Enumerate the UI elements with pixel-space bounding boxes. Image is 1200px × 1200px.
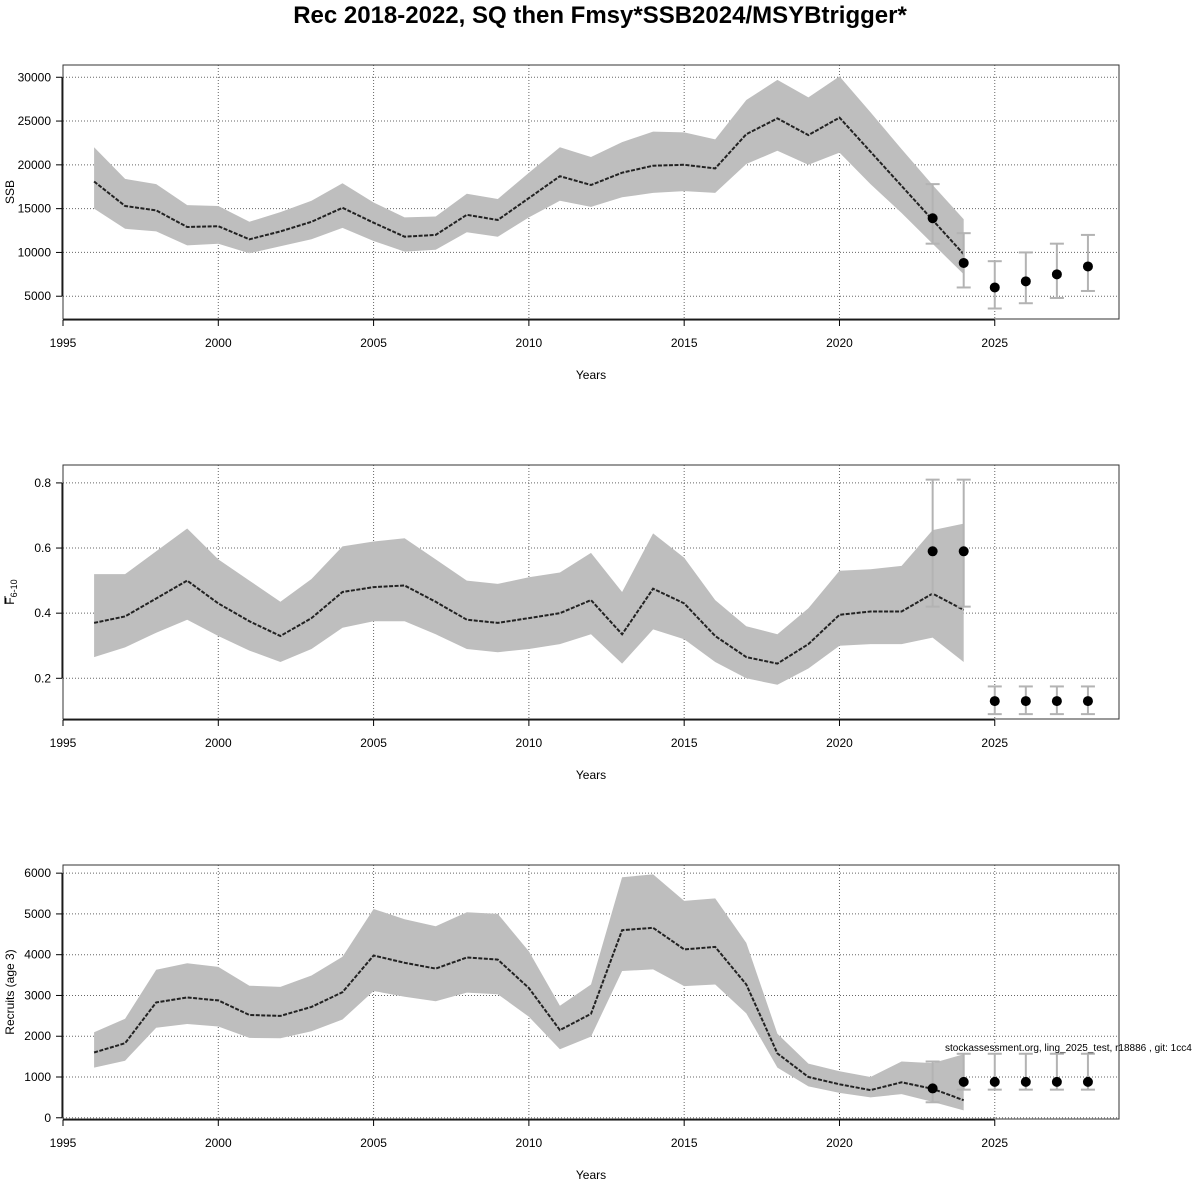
y-tick-label: 3000	[24, 988, 51, 1002]
y-tick-label: 6000	[24, 866, 51, 880]
confidence-band	[94, 76, 964, 275]
x-tick-label: 2020	[826, 1136, 853, 1150]
forecast-point	[927, 1083, 938, 1094]
x-tick-label: 2015	[671, 736, 698, 750]
forecast-point	[958, 1076, 969, 1087]
y-tick-label: 0.4	[34, 606, 51, 620]
plot-frame	[62, 864, 1120, 1120]
confidence-band	[94, 523, 964, 685]
watermark-text: stockassessment.org, ling_2025_test, r18…	[945, 1043, 1192, 1054]
forecast-point	[1082, 696, 1093, 707]
x-tick-label: 2005	[360, 336, 387, 350]
y-tick-label: 0.6	[34, 541, 51, 555]
forecast-point	[1020, 696, 1031, 707]
forecast-point	[989, 696, 1000, 707]
y-tick-label: 1000	[24, 1070, 51, 1084]
plot-frame	[62, 64, 1120, 320]
panel-fbar: 1995 2000 2005 2010 2015 2020 2025 Years 0.2 0.4 0…	[3, 464, 1120, 782]
x-tick-label: 2010	[516, 336, 543, 350]
x-tick-label: 1995	[50, 336, 77, 350]
y-tick-label: 0.2	[34, 671, 51, 685]
y-tick-label: 0	[44, 1111, 51, 1125]
forecast-point	[1020, 276, 1031, 287]
y-axis-label: SSB	[3, 180, 17, 204]
y-tick-label: 30000	[18, 70, 52, 84]
y-tick-label: 0.8	[34, 476, 51, 490]
y-tick-label: 25000	[18, 114, 52, 128]
y-axis-label-main: F	[3, 597, 17, 604]
forecast-point	[958, 257, 969, 268]
x-tick-label: 2005	[360, 736, 387, 750]
x-tick-label: 2015	[671, 336, 698, 350]
forecast-point	[1020, 1076, 1031, 1087]
x-tick-label: 2010	[516, 1136, 543, 1150]
panel-ssb: 1995 2000 2005 2010 2015 2020 2025 Years 5000 100…	[3, 64, 1120, 382]
x-tick-label: 2010	[516, 736, 543, 750]
y-tick-label: 5000	[24, 289, 51, 303]
x-tick-label: 2000	[205, 1136, 232, 1150]
x-tick-label: 2000	[205, 736, 232, 750]
panel-recruits: 1995 2000 2005 2010 2015 2020 2025 Years 0 1000 20…	[3, 864, 1120, 1182]
estimate-line	[93, 116, 965, 255]
x-tick-label: 1995	[50, 1136, 77, 1150]
y-tick-label: 2000	[24, 1029, 51, 1043]
x-tick-label: 2025	[981, 1136, 1008, 1150]
forecast-point	[1051, 1076, 1062, 1087]
x-axis-label: Years	[576, 368, 606, 382]
estimate-line	[93, 926, 965, 1102]
forecast-point	[1082, 261, 1093, 272]
y-tick-label: 20000	[18, 158, 52, 172]
y-tick-label: 5000	[24, 907, 51, 921]
forecast-point	[958, 546, 969, 557]
x-tick-label: 2000	[205, 336, 232, 350]
forecast-point	[927, 546, 938, 557]
y-axis-label: F6-10	[3, 579, 19, 604]
forecast-point	[1051, 269, 1062, 280]
x-tick-label: 1995	[50, 736, 77, 750]
x-tick-label: 2015	[671, 1136, 698, 1150]
x-tick-label: 2025	[981, 736, 1008, 750]
x-tick-label: 2020	[826, 736, 853, 750]
confidence-band	[94, 874, 964, 1111]
y-tick-label: 10000	[18, 245, 52, 259]
forecast-point	[989, 282, 1000, 293]
forecast-point	[1051, 696, 1062, 707]
y-axis-label-subscript: 6-10	[9, 579, 19, 597]
x-axis-label: Years	[576, 768, 606, 782]
estimate-line	[93, 579, 965, 665]
x-tick-label: 2025	[981, 336, 1008, 350]
forecast-point	[1082, 1076, 1093, 1087]
y-tick-label: 15000	[18, 202, 52, 216]
x-axis-label: Years	[576, 1168, 606, 1182]
plot-frame	[62, 464, 1120, 720]
forecast-point	[927, 213, 938, 224]
y-tick-label: 4000	[24, 948, 51, 962]
x-tick-label: 2005	[360, 1136, 387, 1150]
chart-title: Rec 2018-2022, SQ then Fmsy*SSB2024/MSYB…	[293, 2, 907, 29]
forecast-point	[989, 1076, 1000, 1087]
y-axis-label: Recruits (age 3)	[3, 949, 17, 1034]
x-tick-label: 2020	[826, 336, 853, 350]
